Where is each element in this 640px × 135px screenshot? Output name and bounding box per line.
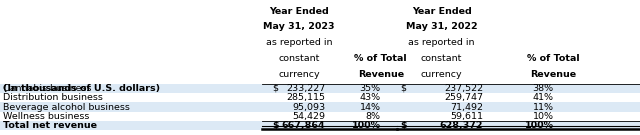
Text: Year Ended: Year Ended [269, 7, 329, 16]
Text: 14%: 14% [360, 102, 381, 112]
Text: Wellness business: Wellness business [3, 112, 90, 121]
Bar [0, 102, 640, 112]
Text: 233,227: 233,227 [286, 84, 325, 93]
Text: 667,864: 667,864 [282, 121, 325, 130]
Text: 59,611: 59,611 [450, 112, 483, 121]
Text: as reported in: as reported in [408, 38, 475, 47]
Text: 10%: 10% [532, 112, 554, 121]
Text: Revenue: Revenue [358, 70, 404, 79]
Text: 100%: 100% [525, 121, 554, 130]
Text: Beverage alcohol business: Beverage alcohol business [3, 102, 130, 112]
Text: constant: constant [278, 54, 319, 63]
Text: Cannabis business: Cannabis business [3, 84, 92, 93]
Text: May 31, 2023: May 31, 2023 [263, 22, 335, 31]
Text: 285,115: 285,115 [286, 93, 325, 102]
Text: $: $ [272, 84, 278, 93]
Text: Distribution business: Distribution business [3, 93, 103, 102]
Text: Total net revenue: Total net revenue [3, 121, 97, 130]
Text: 237,522: 237,522 [444, 84, 483, 93]
Text: $: $ [400, 84, 406, 93]
Text: 628,372: 628,372 [440, 121, 483, 130]
Text: 41%: 41% [532, 93, 554, 102]
Text: 8%: 8% [366, 112, 381, 121]
Bar [0, 84, 640, 93]
Text: 38%: 38% [532, 84, 554, 93]
Text: May 31, 2022: May 31, 2022 [406, 22, 477, 31]
Text: 95,093: 95,093 [292, 102, 325, 112]
Text: 35%: 35% [360, 84, 381, 93]
Text: $: $ [400, 121, 406, 130]
Text: constant: constant [421, 54, 462, 63]
Text: 54,429: 54,429 [292, 112, 325, 121]
Text: Year Ended: Year Ended [412, 7, 472, 16]
Text: Revenue: Revenue [531, 70, 577, 79]
Text: 71,492: 71,492 [450, 102, 483, 112]
Text: $: $ [272, 121, 278, 130]
Text: currency: currency [278, 70, 320, 79]
Text: % of Total: % of Total [355, 54, 407, 63]
Text: 43%: 43% [360, 93, 381, 102]
Text: as reported in: as reported in [266, 38, 332, 47]
Text: % of Total: % of Total [527, 54, 580, 63]
Text: currency: currency [420, 70, 463, 79]
Text: 11%: 11% [532, 102, 554, 112]
Bar [0, 121, 640, 130]
Text: 259,747: 259,747 [444, 93, 483, 102]
Text: (In thousands of U.S. dollars): (In thousands of U.S. dollars) [3, 85, 161, 93]
Text: 100%: 100% [352, 121, 381, 130]
